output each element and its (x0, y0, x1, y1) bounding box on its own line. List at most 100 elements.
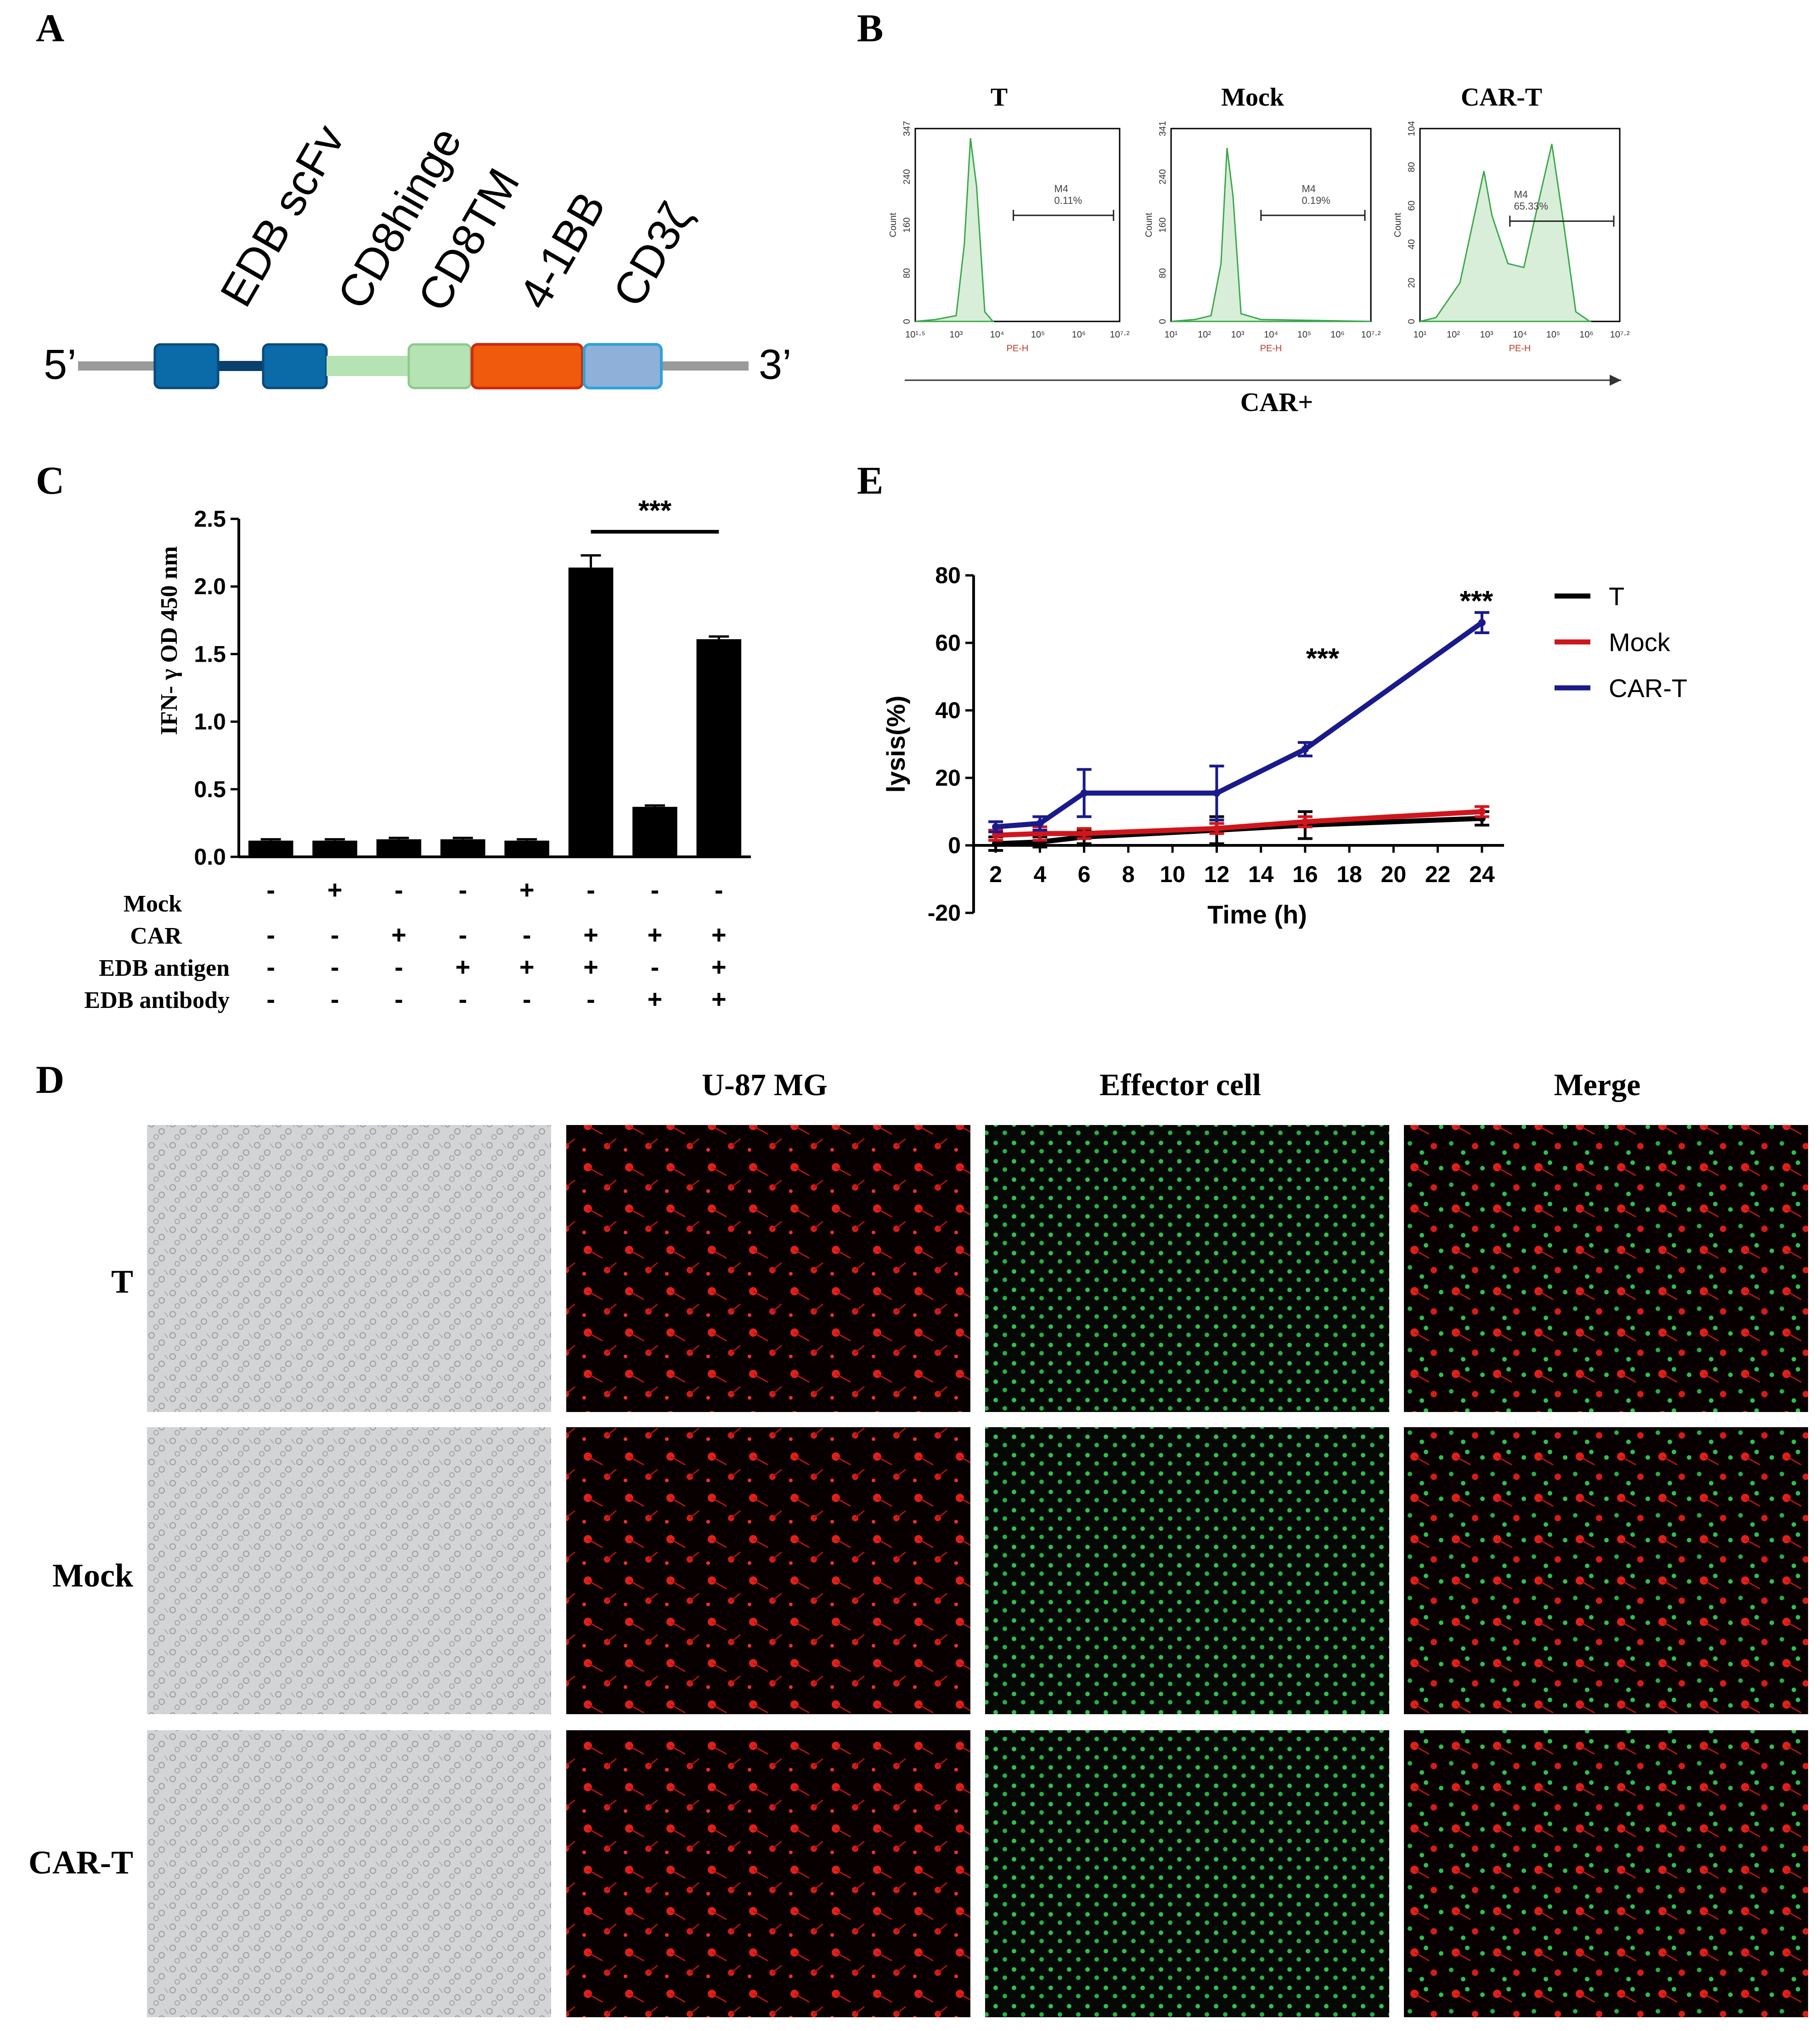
flow-gate-percent: 0.19% (1302, 195, 1330, 206)
e-y-tick-label: 60 (935, 630, 961, 656)
u87-fluorescence-image-mock (566, 1427, 970, 1714)
c-y-tick-label: 1.0 (194, 709, 226, 735)
flow-histogram (1420, 144, 1592, 322)
flow-x-tick: 10² (1447, 330, 1460, 340)
c-condition-row-label: EDB antibody (85, 987, 230, 1013)
e-significance-24h: *** (1460, 585, 1493, 617)
flow-x-tick: 10⁶ (1330, 330, 1344, 340)
e-xlabel: Time (h) (1207, 900, 1307, 929)
c-condition-symbol: + (455, 952, 470, 981)
c-bar (632, 807, 677, 857)
flow-x-tick: 10⁴ (1513, 330, 1527, 340)
flow-x-tick: 10¹·⁵ (905, 330, 925, 340)
flow-y-tick: 0 (1158, 319, 1168, 324)
c-bar (248, 840, 293, 857)
c-condition-row-label: EDB antigen (99, 955, 230, 981)
e-data-point (1301, 745, 1309, 753)
d-header-merge: Merge (1554, 1067, 1641, 1102)
flow-y-tick: 160 (1158, 217, 1168, 232)
panel-c: C IFN- γ OD 450 nm 0.0 0.5 1.0 1.5 2.0 2.5 ***… (36, 458, 751, 1013)
c-condition-symbol: - (651, 875, 659, 904)
flow-x-tick: 10⁷·² (1361, 330, 1381, 340)
merge-image-mock (1404, 1427, 1808, 1714)
flow-y-tick: 347 (902, 121, 912, 136)
flow-plot-title: Mock (1221, 83, 1285, 112)
e-x-tick-label: 8 (1122, 861, 1135, 887)
flow-gate-percent: 0.11% (1054, 195, 1082, 206)
e-data-point (992, 823, 1000, 831)
e-x-tick-label: 22 (1425, 861, 1451, 887)
flow-y-tick: 104 (1407, 121, 1417, 136)
c-condition-symbol: - (458, 920, 467, 949)
e-series-line (995, 809, 1482, 838)
c-condition-symbol: - (394, 952, 403, 981)
c-condition-symbol: - (651, 952, 659, 981)
c-condition-symbol: + (519, 875, 535, 904)
e-data-point (1080, 830, 1088, 838)
c-condition-symbol: - (331, 920, 339, 949)
c-condition-symbol: + (519, 952, 535, 981)
e-y-tick-label: 40 (935, 698, 961, 723)
u87-fluorescence-image-car-t (566, 1730, 970, 2017)
flow-y-tick: 80 (1158, 268, 1168, 278)
flow-plot-frame (1170, 128, 1372, 322)
car-positive-label: CAR+ (1240, 387, 1313, 417)
c-condition-symbol: - (715, 875, 723, 904)
flow-y-tick: 40 (1407, 239, 1417, 249)
flow-x-tick: 10⁶ (1072, 330, 1086, 340)
c-condition-symbol: + (648, 985, 663, 1013)
c-significance-label: *** (638, 495, 672, 527)
flow-plot-title: T (991, 83, 1008, 112)
c-condition-symbol: - (331, 952, 339, 981)
cd8-tm-block (407, 343, 472, 389)
c-bar (504, 840, 549, 857)
flow-x-tick: 10⁷·² (1610, 330, 1630, 340)
effector-fluorescence-image-t (985, 1125, 1389, 1412)
e-x-tick-label: 6 (1078, 861, 1091, 887)
flow-x-tick: 10⁴ (990, 330, 1004, 340)
e-ylabel: lysis(%) (881, 696, 910, 793)
five-prime-label: 5’ (44, 341, 77, 388)
panel-d-letter: D (36, 1058, 64, 1102)
flow-x-label: PE-H (1509, 343, 1531, 354)
flow-y-label: Count (1144, 213, 1154, 237)
c-condition-symbol: + (711, 952, 727, 981)
u87-fluorescence-image-t (566, 1125, 970, 1412)
c-condition-symbol: - (458, 985, 467, 1013)
flow-x-tick: 10⁴ (1264, 330, 1278, 340)
c-y-tick-label: 2.5 (194, 506, 226, 532)
flow-x-tick: 10³ (1480, 330, 1493, 340)
e-data-point (1301, 818, 1309, 826)
brightfield-image-car-t (147, 1730, 551, 2017)
d-header-u87: U-87 MG (702, 1067, 828, 1102)
e-data-point (1080, 789, 1088, 797)
flow-y-tick: 80 (1407, 162, 1417, 172)
flow-gate-name: M4 (1054, 183, 1069, 195)
c-condition-symbol: - (266, 920, 275, 949)
e-x-tick-label: 14 (1248, 861, 1274, 887)
arrow-head (1610, 375, 1621, 386)
flow-x-tick: 10¹ (1165, 330, 1178, 340)
panel-e-letter: E (857, 458, 883, 502)
flow-x-label: PE-H (1260, 343, 1282, 354)
domain-label-4-1bb: 4-1BB (509, 184, 615, 317)
c-condition-symbol: + (583, 920, 598, 949)
flow-histogram (915, 138, 995, 322)
panel-d: D U-87 MG Effector cell Merge T Mock CAR… (28, 1058, 1808, 2017)
cd3z-block (583, 343, 663, 389)
e-data-point (992, 840, 1000, 848)
flow-y-tick: 0 (902, 319, 912, 324)
flow-x-tick: 10⁷·² (1110, 330, 1130, 340)
d-row-label-mock: Mock (52, 1557, 133, 1594)
flow-x-tick: 10³ (1231, 330, 1245, 340)
c-condition-symbol: - (266, 875, 275, 904)
flow-gate-percent: 65.33% (1514, 200, 1548, 212)
c-bar (568, 567, 614, 857)
e-series-line (995, 816, 1482, 846)
flow-x-tick: 10⁵ (1546, 330, 1561, 340)
flow-y-tick: 60 (1407, 201, 1417, 211)
flow-x-tick: 10³ (950, 330, 963, 340)
panel-a: A 5’ 3’ EDB scFv CD8hinge CD8TM 4-1BB CD… (36, 6, 792, 389)
